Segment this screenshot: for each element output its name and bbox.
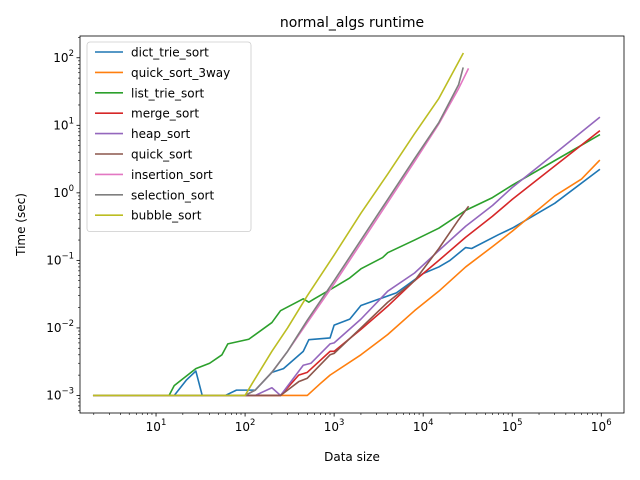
chart-title: normal_algs runtime (280, 15, 424, 31)
series-line-list-trie-sort (92, 133, 601, 397)
plot-frame (79, 35, 625, 414)
y-tick-label: 10−2 (46, 319, 74, 335)
x-tick-label: 101 (146, 418, 167, 434)
y-axis-label: Time (sec) (14, 193, 28, 257)
series-line-selection-sort (92, 67, 464, 397)
x-tick-label: 105 (502, 418, 523, 434)
legend-label: list_trie_sort (131, 86, 205, 100)
legend-label: selection_sort (131, 188, 214, 202)
legend-label: merge_sort (131, 107, 199, 121)
legend-label: quick_sort (131, 148, 193, 162)
legend-label: insertion_sort (131, 168, 213, 182)
legend-label: quick_sort_3way (131, 66, 230, 80)
series-line-heap-sort (92, 116, 601, 397)
legend: dict_trie_sort quick_sort_3way list_trie_s… (86, 41, 252, 233)
legend-box (86, 41, 252, 233)
y-tick-label: 101 (53, 116, 74, 132)
series-line-bubble-sort (92, 52, 465, 397)
series-line-dict-trie-sort (92, 168, 601, 397)
series-line-quick-sort (92, 205, 470, 397)
legend-label: dict_trie_sort (131, 46, 209, 60)
series-layer (92, 52, 601, 397)
y-tick-label: 10−1 (46, 251, 74, 267)
legend-label: bubble_sort (131, 209, 202, 223)
y-tick-label: 102 (53, 49, 74, 65)
legend-label: heap_sort (131, 127, 190, 141)
x-tick-label: 102 (235, 418, 256, 434)
y-tick-label: 100 (53, 184, 74, 200)
x-axis: 101 102 103 104 105 106 (93, 413, 612, 434)
y-axis: 10−3 10−2 10−1 100 101 102 (46, 37, 80, 411)
y-tick-label: 10−3 (46, 386, 74, 402)
x-axis-label: Data size (324, 450, 380, 464)
x-tick-label: 104 (413, 418, 434, 434)
x-tick-label: 106 (591, 418, 612, 434)
x-tick-label: 103 (324, 418, 345, 434)
